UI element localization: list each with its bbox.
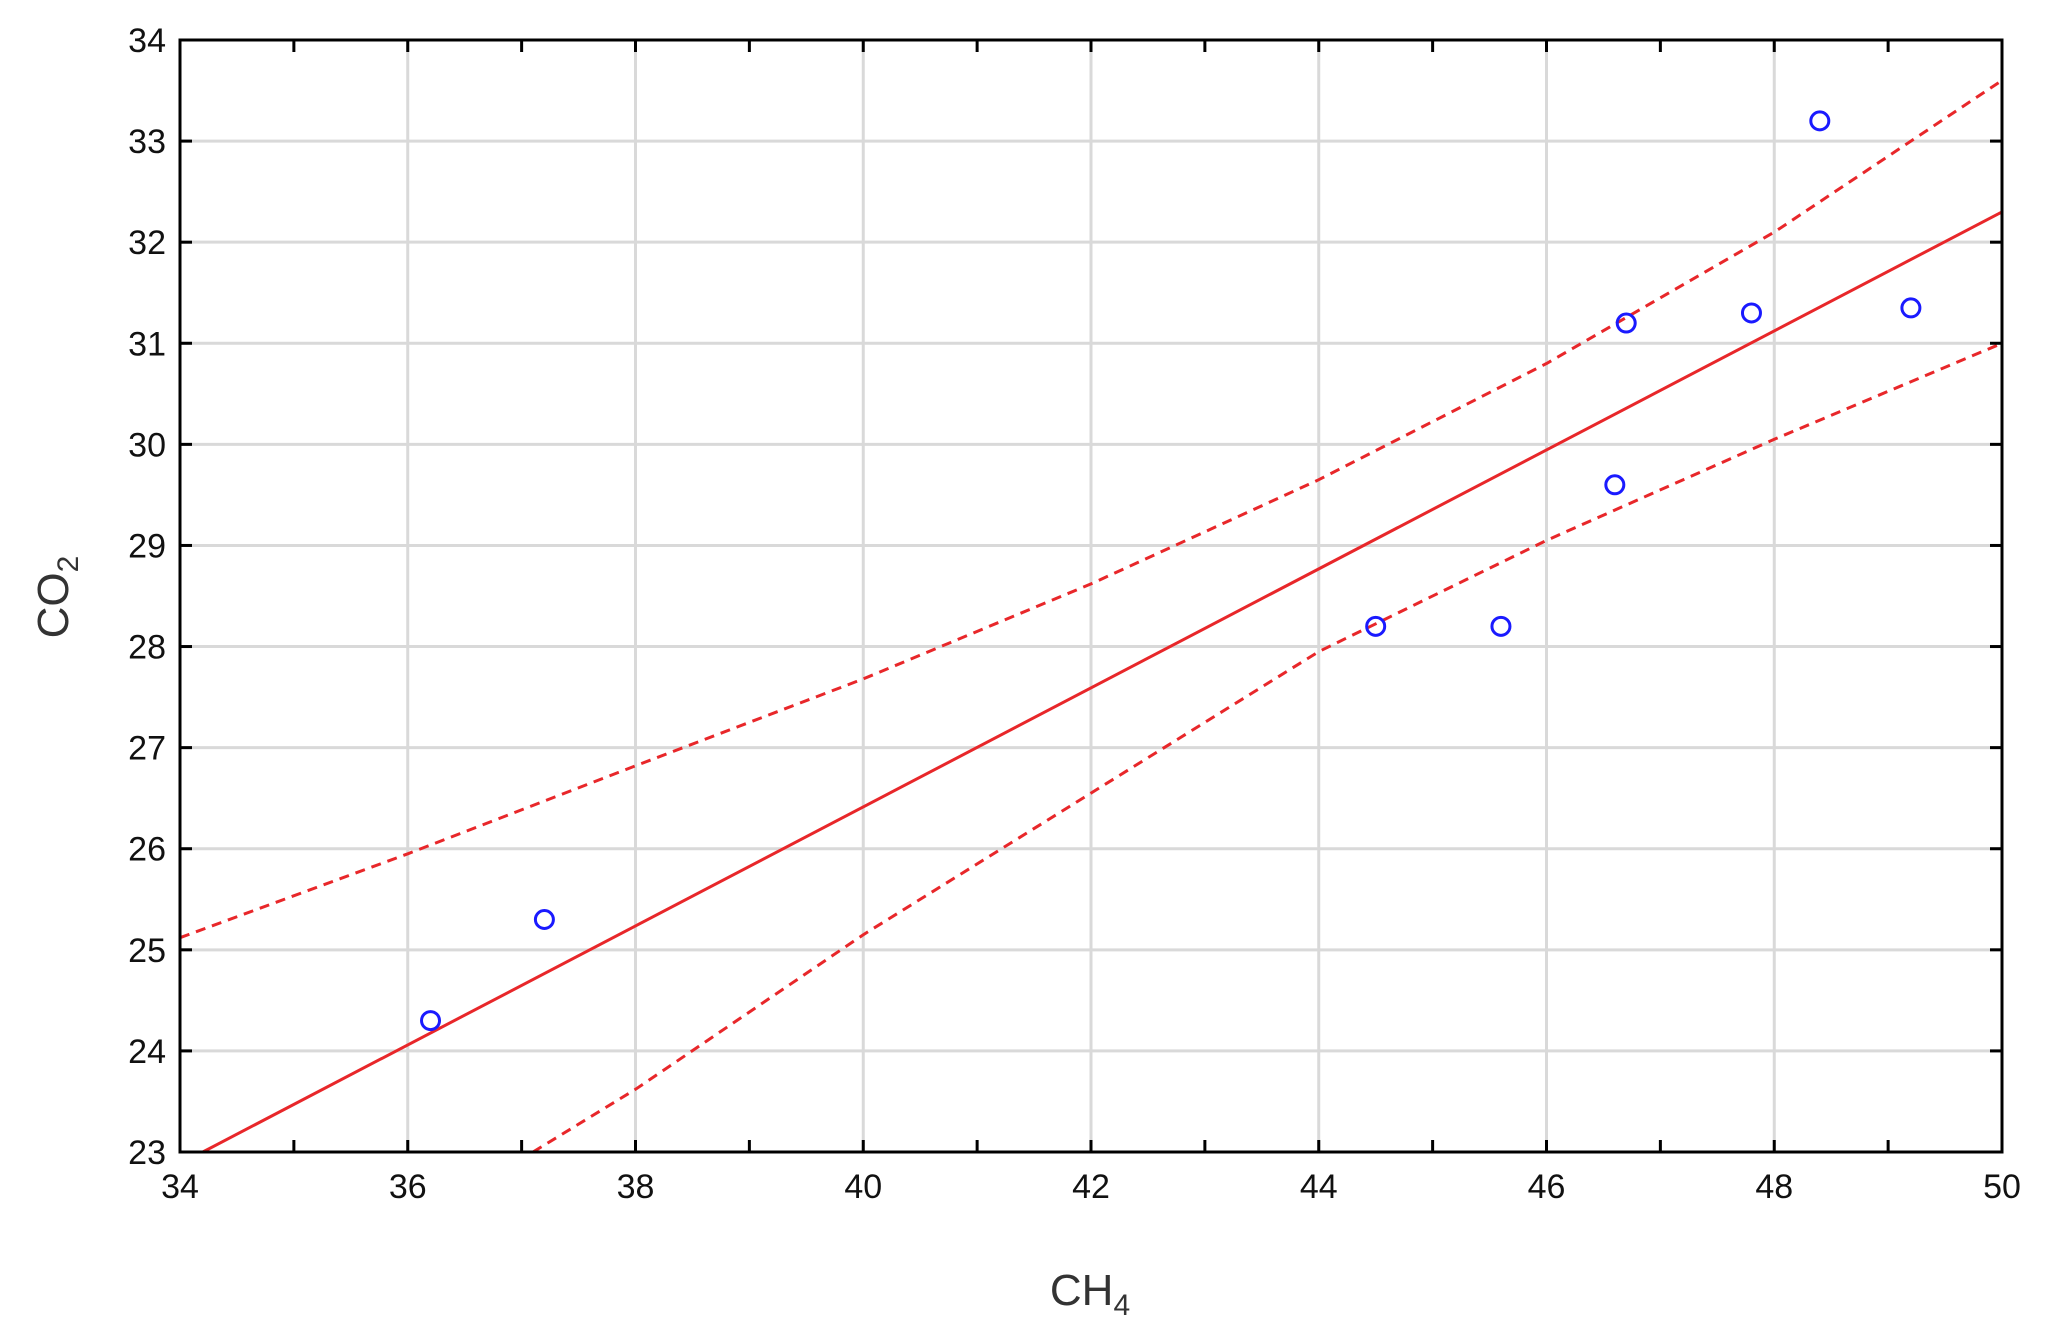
x-tick-label: 38 bbox=[617, 1168, 655, 1206]
x-axis-label: CH4 bbox=[1050, 1266, 1130, 1322]
x-tick-label: 36 bbox=[389, 1168, 427, 1206]
y-tick-label: 27 bbox=[128, 730, 166, 768]
x-tick-label: 46 bbox=[1528, 1168, 1566, 1206]
data-point bbox=[1365, 615, 1387, 637]
x-tick-label: 34 bbox=[161, 1168, 199, 1206]
y-axis-label-subscript: 2 bbox=[52, 556, 85, 573]
data-point bbox=[1809, 110, 1831, 132]
y-tick-label: 24 bbox=[128, 1033, 166, 1071]
data-point bbox=[533, 908, 555, 930]
y-tick-label: 30 bbox=[128, 426, 166, 464]
upper-confidence-band bbox=[179, 79, 2003, 940]
x-tick-label: 44 bbox=[1300, 1168, 1338, 1206]
data-point bbox=[1490, 615, 1512, 637]
y-tick-label: 29 bbox=[128, 527, 166, 565]
data-point bbox=[1615, 312, 1637, 334]
data-point bbox=[420, 1010, 442, 1032]
x-tick-label: 50 bbox=[1983, 1168, 2021, 1206]
y-tick-label: 34 bbox=[128, 22, 166, 60]
regression-line bbox=[202, 210, 2003, 1154]
y-axis-label-main: CO bbox=[29, 572, 78, 638]
y-tick-label: 33 bbox=[128, 123, 166, 161]
x-tick-labels: 34 36 38 40 42 44 46 48 50 bbox=[161, 1168, 2021, 1206]
data-point bbox=[1604, 474, 1626, 496]
x-tick-label: 40 bbox=[844, 1168, 882, 1206]
x-axis-label-main: CH bbox=[1050, 1266, 1114, 1315]
y-tick-label: 25 bbox=[128, 932, 166, 970]
y-tick-labels: 23 24 25 26 27 28 29 30 31 32 33 34 bbox=[128, 22, 166, 1172]
y-tick-label: 32 bbox=[128, 224, 166, 262]
data-points bbox=[420, 110, 1922, 1032]
confidence-bands bbox=[179, 79, 2003, 1154]
data-point bbox=[1900, 297, 1922, 319]
y-tick-label: 28 bbox=[128, 629, 166, 667]
y-tick-label: 23 bbox=[128, 1134, 166, 1172]
axis-ticks bbox=[178, 38, 2004, 1154]
grid-lines bbox=[178, 38, 2004, 1154]
y-axis-label: CO2 bbox=[29, 556, 85, 639]
y-tick-label: 31 bbox=[128, 325, 166, 363]
x-axis-label-subscript: 4 bbox=[1113, 1289, 1130, 1322]
x-tick-label: 48 bbox=[1755, 1168, 1793, 1206]
data-point bbox=[1740, 302, 1762, 324]
regression-line-group bbox=[202, 210, 2003, 1154]
x-tick-label: 42 bbox=[1072, 1168, 1110, 1206]
y-tick-label: 26 bbox=[128, 831, 166, 869]
